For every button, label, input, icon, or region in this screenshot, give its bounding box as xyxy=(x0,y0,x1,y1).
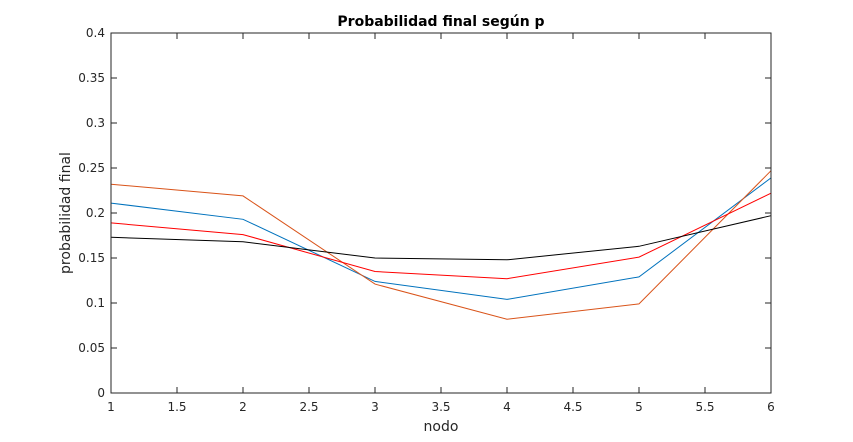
y-tick-label: 0.25 xyxy=(78,161,105,175)
y-tick-label: 0 xyxy=(97,386,105,400)
series-layer xyxy=(110,170,772,320)
x-tick-label: 1 xyxy=(107,400,115,414)
y-tick-label: 0.4 xyxy=(86,26,105,40)
y-tick-label: 0.15 xyxy=(78,251,105,265)
x-axis-ticks: 1 1.5 2 2.5 3 3.5 4 4.5 5 5.5 6 xyxy=(107,33,775,414)
series-line-2 xyxy=(110,170,772,320)
chart-title: Probabilidad final según p xyxy=(337,14,544,30)
x-tick-label: 5.5 xyxy=(695,400,714,414)
y-tick-label: 0.35 xyxy=(78,71,105,85)
plot-area xyxy=(111,33,771,393)
x-tick-label: 5 xyxy=(635,400,643,414)
x-tick-label: 2.5 xyxy=(299,400,318,414)
x-tick-label: 2 xyxy=(239,400,247,414)
x-tick-label: 6 xyxy=(767,400,775,414)
y-tick-label: 0.05 xyxy=(78,341,105,355)
y-tick-label: 0.3 xyxy=(86,116,105,130)
series-line-3 xyxy=(110,192,772,280)
x-tick-label: 4 xyxy=(503,400,511,414)
y-axis-label: probabilidad final xyxy=(58,152,74,274)
series-line-1 xyxy=(110,177,772,300)
y-tick-label: 0.2 xyxy=(86,206,105,220)
x-tick-label: 4.5 xyxy=(563,400,582,414)
x-axis-label: nodo xyxy=(424,419,459,435)
series-line-4 xyxy=(110,215,772,261)
x-tick-label: 1.5 xyxy=(167,400,186,414)
x-tick-label: 3 xyxy=(371,400,379,414)
y-tick-label: 0.1 xyxy=(86,296,105,310)
y-axis-ticks: 0 0.05 0.1 0.15 0.2 0.25 0.3 0.35 0.4 xyxy=(78,26,771,400)
x-tick-label: 3.5 xyxy=(431,400,450,414)
